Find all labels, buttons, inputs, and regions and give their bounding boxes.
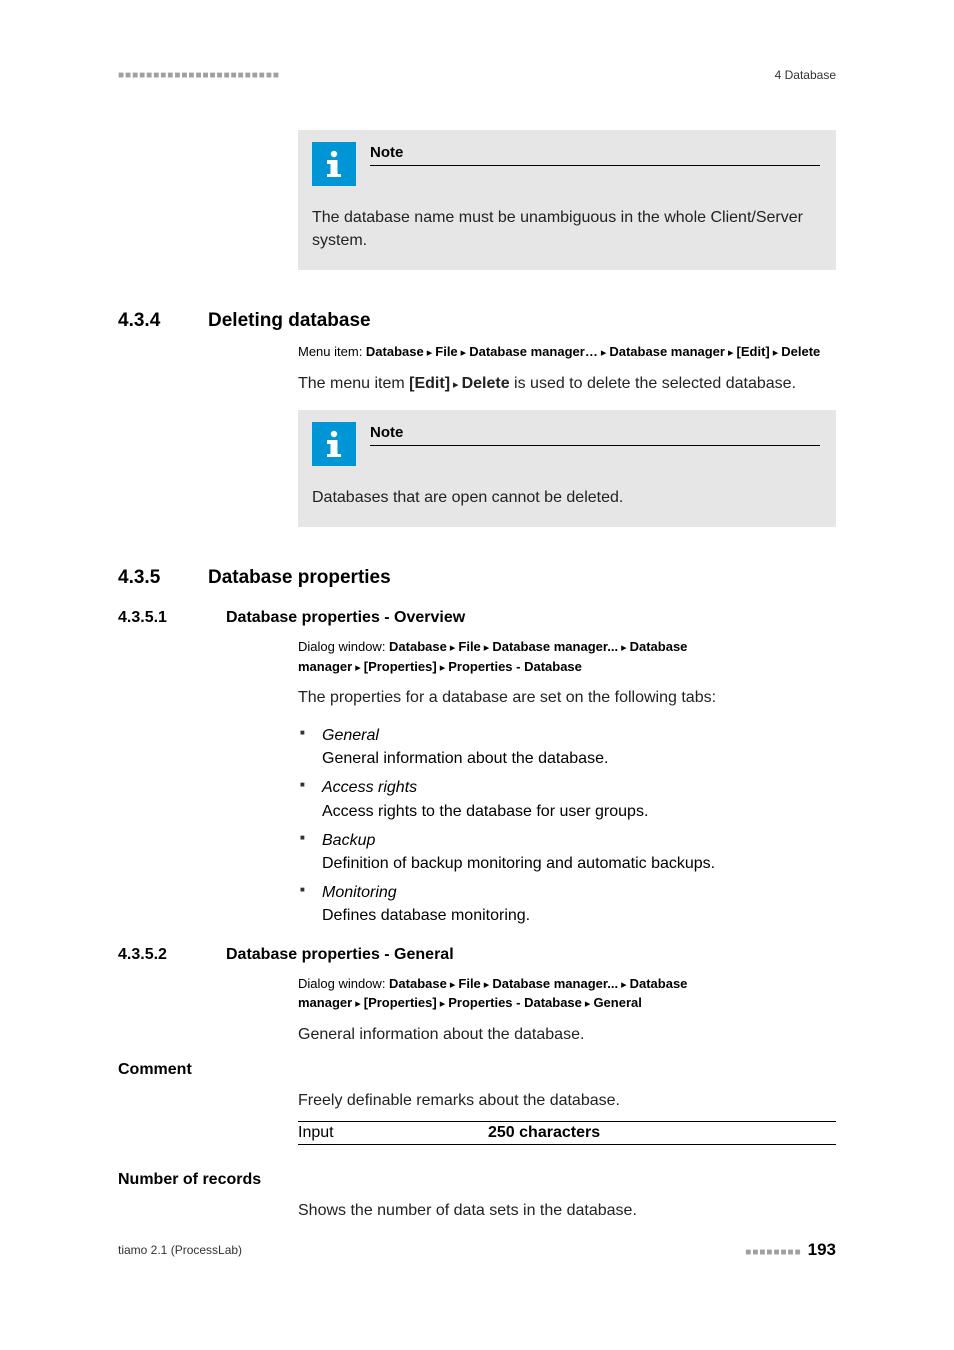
field-desc: Freely definable remarks about the datab… [298, 1089, 836, 1113]
list-item-title: General [322, 727, 379, 744]
heading-text: Database properties [208, 567, 391, 589]
field-label-records: Number of records [118, 1171, 836, 1189]
text-fragment: is used to delete the selected database. [510, 375, 796, 392]
body-text: General information about the database. [298, 1023, 836, 1047]
text-bold: [Edit] [409, 375, 450, 392]
heading-text: Database properties - Overview [226, 609, 465, 627]
body-text: The properties for a database are set on… [298, 686, 836, 710]
heading-number: 4.3.5.1 [118, 609, 226, 627]
menu-path-seg: Database manager... [492, 976, 618, 991]
menu-path-seg: Database [389, 639, 447, 654]
list-item: Monitoring Defines database monitoring. [298, 881, 836, 927]
menu-path-label: Dialog window: [298, 976, 389, 991]
field-desc: Shows the number of data sets in the dat… [298, 1199, 836, 1223]
menu-path-seg: Properties - Database [448, 995, 582, 1010]
arrow-icon: ▸ [447, 642, 459, 654]
page-header: ■■■■■■■■■■■■■■■■■■■■■■■ 4 Database [118, 68, 836, 82]
menu-path-seg: Database manager... [492, 639, 618, 654]
menu-path-seg: Database [389, 976, 447, 991]
list-item-desc: General information about the database. [322, 747, 836, 770]
footer-page-number: 193 [808, 1240, 836, 1259]
arrow-icon: ▸ [352, 998, 364, 1010]
menu-path-seg: General [593, 995, 641, 1010]
input-spec-row: Input 250 characters [298, 1121, 836, 1145]
list-item: Access rights Access rights to the databa… [298, 776, 836, 822]
heading-4-3-5-2: 4.3.5.2 Database properties - General [118, 946, 836, 964]
list-item: Backup Definition of backup monitoring an… [298, 829, 836, 875]
note-body: The database name must be unambiguous in… [312, 206, 820, 252]
list-item: General General information about the dat… [298, 724, 836, 770]
heading-text: Deleting database [208, 310, 371, 332]
list-item-title: Backup [322, 832, 375, 849]
menu-path-seg: Delete [781, 344, 820, 359]
arrow-icon: ▸ [618, 979, 630, 991]
arrow-icon: ▸ [770, 347, 782, 359]
note-title: Note [370, 424, 820, 446]
note-block: Note Databases that are open cannot be d… [298, 410, 836, 527]
heading-text: Database properties - General [226, 946, 454, 964]
list-item-desc: Definition of backup monitoring and auto… [322, 852, 836, 875]
menu-path-seg: File [458, 639, 480, 654]
menu-path-seg: Properties - Database [448, 659, 582, 674]
heading-4-3-4: 4.3.4 Deleting database [118, 310, 836, 332]
text-fragment: The menu item [298, 375, 409, 392]
property-list: General General information about the dat… [298, 724, 836, 928]
body-text: The menu item [Edit]▸Delete is used to d… [298, 372, 836, 396]
heading-4-3-5: 4.3.5 Database properties [118, 567, 836, 589]
input-spec-label: Input [298, 1124, 488, 1142]
menu-path-seg: [Properties] [364, 995, 437, 1010]
arrow-icon: ▸ [618, 642, 630, 654]
note-title: Note [370, 144, 820, 166]
menu-path-seg: Database manager [609, 344, 725, 359]
menu-path-seg: [Edit] [737, 344, 770, 359]
arrow-icon: ▸ [598, 347, 610, 359]
menu-path: Dialog window: Database▸File▸Database ma… [298, 637, 836, 676]
info-icon [312, 142, 356, 186]
menu-path-seg: Database manager… [469, 344, 598, 359]
arrow-icon: ▸ [481, 979, 493, 991]
arrow-icon: ▸ [437, 998, 449, 1010]
list-item-title: Monitoring [322, 884, 397, 901]
menu-path-label: Dialog window: [298, 639, 389, 654]
heading-number: 4.3.5 [118, 567, 208, 589]
menu-path-seg: [Properties] [364, 659, 437, 674]
menu-path-label: Menu item: [298, 344, 366, 359]
heading-number: 4.3.5.2 [118, 946, 226, 964]
arrow-icon: ▸ [450, 379, 462, 391]
note-body: Databases that are open cannot be delete… [312, 486, 820, 509]
text-bold: Delete [462, 375, 510, 392]
input-spec-value: 250 characters [488, 1124, 600, 1142]
heading-4-3-5-1: 4.3.5.1 Database properties - Overview [118, 609, 836, 627]
arrow-icon: ▸ [437, 662, 449, 674]
arrow-icon: ▸ [458, 347, 470, 359]
arrow-icon: ▸ [481, 642, 493, 654]
list-item-desc: Access rights to the database for user g… [322, 800, 836, 823]
menu-path: Dialog window: Database▸File▸Database ma… [298, 974, 836, 1013]
menu-path-seg: File [458, 976, 480, 991]
arrow-icon: ▸ [725, 347, 737, 359]
footer-ornament: ■■■■■■■■ [745, 1247, 801, 1258]
page-footer: tiamo 2.1 (ProcessLab) ■■■■■■■■ 193 [118, 1240, 836, 1260]
arrow-icon: ▸ [582, 998, 594, 1010]
arrow-icon: ▸ [352, 662, 364, 674]
arrow-icon: ▸ [424, 347, 436, 359]
list-item-title: Access rights [322, 779, 417, 796]
footer-product: tiamo 2.1 (ProcessLab) [118, 1243, 242, 1257]
menu-path-seg: Database [366, 344, 424, 359]
menu-path: Menu item: Database▸File▸Database manage… [298, 342, 836, 362]
heading-number: 4.3.4 [118, 310, 208, 332]
arrow-icon: ▸ [447, 979, 459, 991]
header-ornament: ■■■■■■■■■■■■■■■■■■■■■■■ [118, 70, 280, 81]
list-item-desc: Defines database monitoring. [322, 904, 836, 927]
field-label-comment: Comment [118, 1061, 836, 1079]
info-icon [312, 422, 356, 466]
header-chapter: 4 Database [775, 68, 836, 82]
menu-path-seg: File [435, 344, 457, 359]
note-block: Note The database name must be unambiguo… [298, 130, 836, 270]
